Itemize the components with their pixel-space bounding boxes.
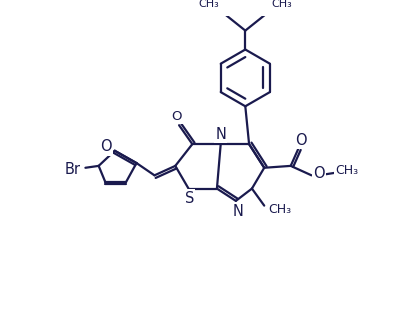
Text: CH₃: CH₃: [335, 164, 358, 177]
Text: O: O: [295, 133, 307, 148]
Text: O: O: [171, 110, 181, 123]
Text: CH₃: CH₃: [268, 203, 291, 216]
Text: N: N: [232, 204, 243, 219]
Text: O: O: [313, 166, 325, 181]
Text: N: N: [215, 127, 226, 142]
Text: CH₃: CH₃: [198, 0, 219, 9]
Text: CH₃: CH₃: [272, 0, 293, 9]
Text: Br: Br: [64, 162, 80, 177]
Text: S: S: [185, 190, 194, 206]
Text: O: O: [101, 140, 112, 154]
